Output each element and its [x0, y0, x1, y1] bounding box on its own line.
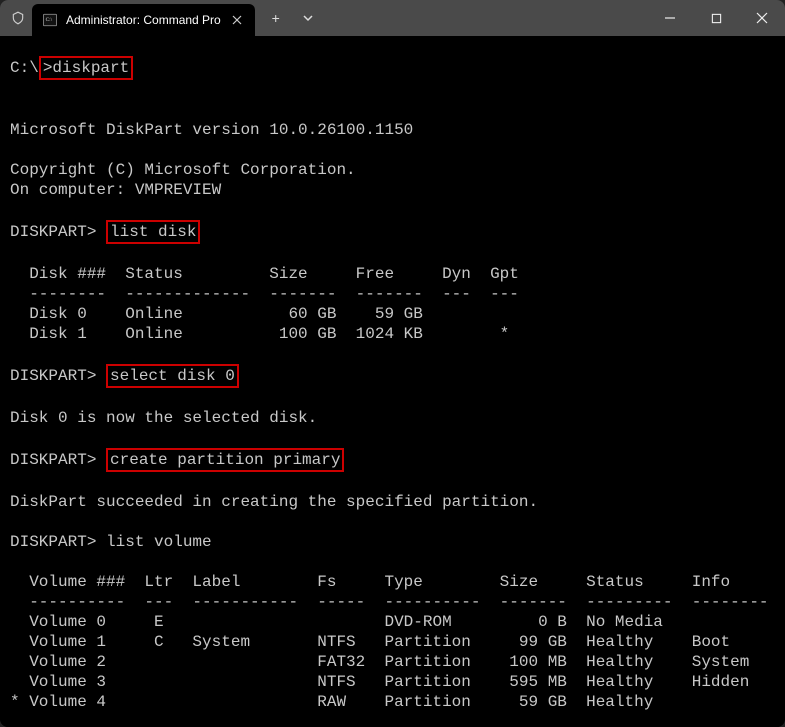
- titlebar[interactable]: C:\ Administrator: Command Pro +: [0, 0, 785, 36]
- cmd-select-highlight: select disk 0: [106, 364, 239, 388]
- cmd-icon: C:\: [42, 12, 58, 28]
- new-tab-area: +: [261, 4, 323, 32]
- cmd-listdisk-highlight: list disk: [106, 220, 200, 244]
- terminal-output[interactable]: C:\>diskpart Microsoft DiskPart version …: [0, 36, 785, 727]
- diskpart-prompt: DISKPART>: [10, 367, 106, 385]
- vol-table-header: Volume ### Ltr Label Fs Type Size Status…: [10, 573, 730, 591]
- cmd-create-highlight: create partition primary: [106, 448, 344, 472]
- prompt-text: C:\: [10, 59, 39, 77]
- vol-row-4: * Volume 4 RAW Partition 59 GB Healthy: [10, 693, 653, 711]
- minimize-button[interactable]: [647, 0, 693, 36]
- cmd-listvolume-line: DISKPART> list volume: [10, 533, 212, 551]
- window-controls: [647, 0, 785, 36]
- create-result: DiskPart succeeded in creating the speci…: [10, 493, 538, 511]
- tab-close-button[interactable]: [229, 12, 245, 28]
- disk-table-header: Disk ### Status Size Free Dyn Gpt: [10, 265, 519, 283]
- terminal-window: C:\ Administrator: Command Pro +: [0, 0, 785, 727]
- maximize-button[interactable]: [693, 0, 739, 36]
- diskpart-prompt: DISKPART>: [10, 451, 106, 469]
- disk-row-1: Disk 1 Online 100 GB 1024 KB *: [10, 325, 509, 343]
- vol-row-3: Volume 3 NTFS Partition 595 MB Healthy H…: [10, 673, 749, 691]
- vol-row-2: Volume 2 FAT32 Partition 100 MB Healthy …: [10, 653, 749, 671]
- active-tab[interactable]: C:\ Administrator: Command Pro: [32, 4, 255, 36]
- cmd-diskpart-highlight: >diskpart: [39, 56, 133, 80]
- copyright-line: Copyright (C) Microsoft Corporation.: [10, 161, 356, 179]
- diskpart-prompt: DISKPART>: [10, 223, 106, 241]
- vol-table-rule: ---------- --- ----------- ----- -------…: [10, 593, 769, 611]
- close-button[interactable]: [739, 0, 785, 36]
- disk-row-0: Disk 0 Online 60 GB 59 GB: [10, 305, 423, 323]
- version-line: Microsoft DiskPart version 10.0.26100.11…: [10, 121, 413, 139]
- shield-icon: [8, 8, 28, 28]
- new-tab-button[interactable]: +: [261, 4, 291, 32]
- computer-line: On computer: VMPREVIEW: [10, 181, 221, 199]
- select-result: Disk 0 is now the selected disk.: [10, 409, 317, 427]
- svg-text:C:\: C:\: [46, 17, 53, 23]
- vol-row-0: Volume 0 E DVD-ROM 0 B No Media: [10, 613, 663, 631]
- vol-row-1: Volume 1 C System NTFS Partition 99 GB H…: [10, 633, 730, 651]
- tab-dropdown-button[interactable]: [293, 4, 323, 32]
- disk-table-rule: -------- ------------- ------- ------- -…: [10, 285, 519, 303]
- tab-title: Administrator: Command Pro: [66, 13, 221, 27]
